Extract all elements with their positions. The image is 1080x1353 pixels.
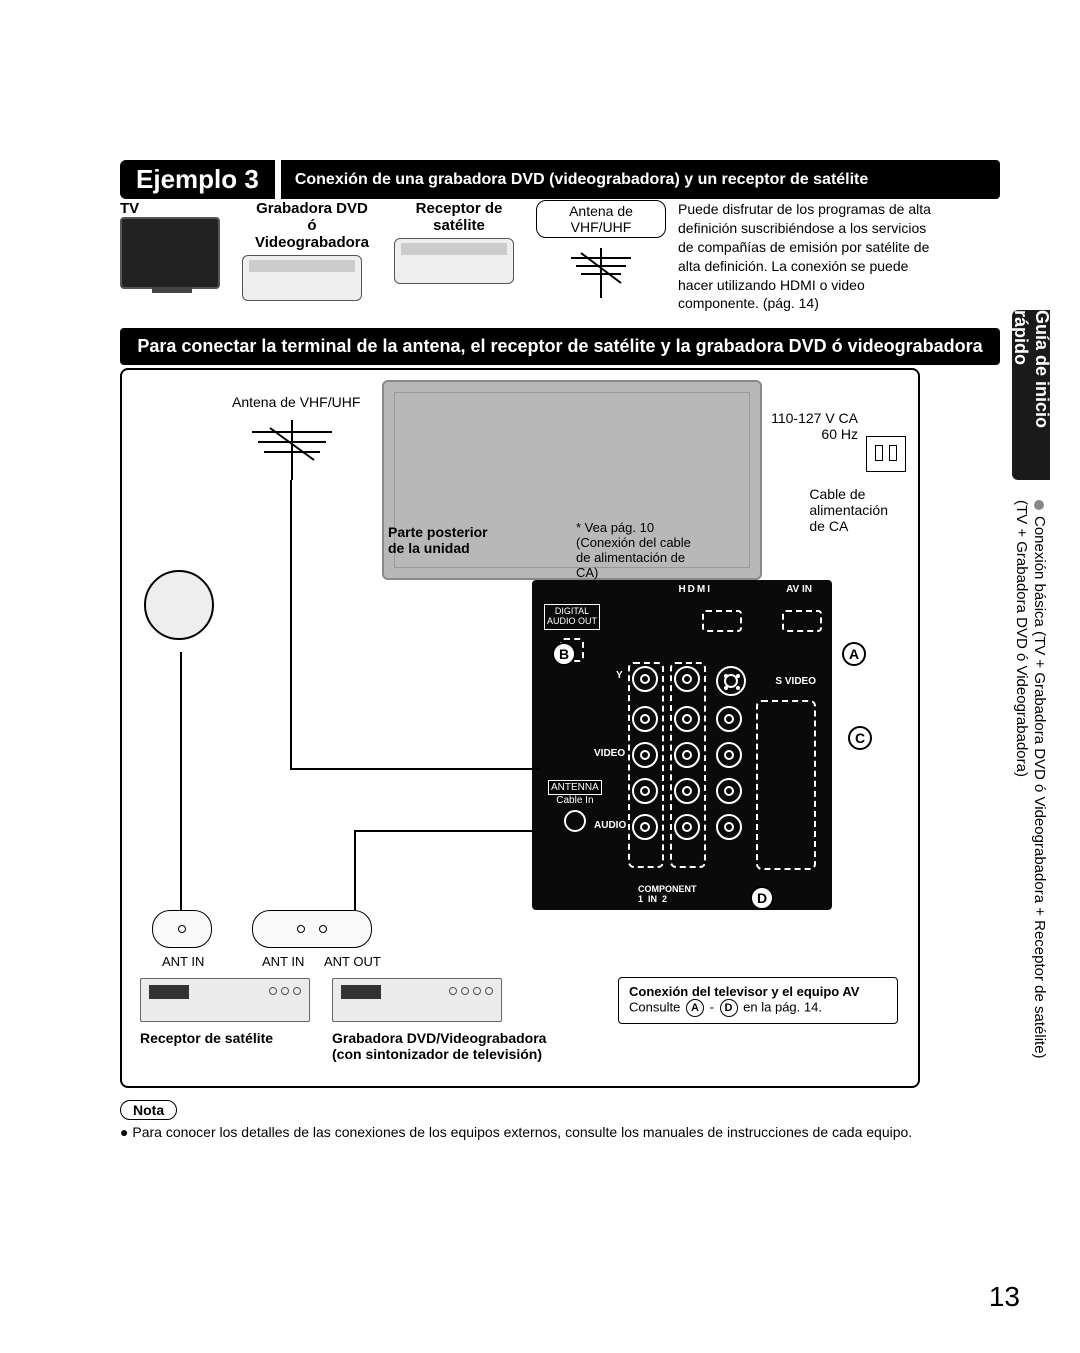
- component2-group: [670, 662, 706, 868]
- overview-row: TV Grabadora DVD ó Videograbadora Recept…: [120, 200, 1000, 320]
- power-freq: 60 Hz: [821, 426, 858, 442]
- diagram-antenna-label: Antena de VHF/UHF: [232, 394, 360, 410]
- recorder-label-2: ó: [242, 217, 382, 234]
- antin-label-2: ANT IN: [262, 954, 304, 969]
- power-cable-label: Cable de alimentación de CA: [809, 486, 888, 534]
- side-tab: Guía de inicio rápido: [1012, 310, 1050, 480]
- dvd-vcr-caption: Grabadora DVD/Videograbadora(con sintoni…: [332, 1030, 546, 1062]
- connection-diagram: Antena de VHF/UHF 110-127 V CA 60 Hz Cab…: [120, 368, 920, 1088]
- recorder-label-3: Videograbadora: [242, 234, 382, 251]
- page-number: 13: [989, 1281, 1020, 1313]
- svideo-label: S VIDEO: [775, 676, 816, 687]
- example-title: Conexión de una grabadora DVD (videograb…: [281, 160, 1000, 199]
- power-outlet-icon: [866, 436, 906, 472]
- tv-label: TV: [120, 200, 230, 217]
- marker-B: B: [552, 642, 576, 666]
- side-breadcrumb: Conexión básica (TV + Grabadora DVD ó Vi…: [1014, 500, 1048, 1140]
- av-connection-box: Conexión del televisor y el equipo AV Co…: [618, 977, 898, 1024]
- satellite-receiver-device: [140, 978, 310, 1022]
- component1-group: [628, 662, 664, 868]
- dvd-vcr-device: [332, 978, 502, 1022]
- marker-A: A: [842, 642, 866, 666]
- av-box-text: Consulte A - D en la pág. 14.: [629, 999, 887, 1017]
- example-header: Ejemplo 3 Conexión de una grabadora DVD …: [120, 160, 1000, 199]
- digital-audio-out-label: DIGITAL AUDIO OUT: [544, 604, 600, 630]
- hdmi-label: HDMI: [678, 584, 712, 595]
- receiver-label-2: satélite: [394, 217, 524, 234]
- avin-group: [756, 700, 816, 870]
- antenna-label: Antena de VHF/UHF: [536, 200, 666, 238]
- note-item: Para conocer los detalles de las conexio…: [120, 1124, 930, 1140]
- antin-splitter-2: [252, 910, 372, 948]
- receiver-label-1: Receptor de: [394, 200, 524, 217]
- antin-label-1: ANT IN: [162, 954, 204, 969]
- av-box-title: Conexión del televisor y el equipo AV: [629, 984, 887, 999]
- power-voltage: 110-127 V CA: [771, 410, 858, 426]
- tv-input-panel: HDMI AV IN DIGITAL AUDIO OUT Y S VIDEO V…: [532, 580, 832, 910]
- marker-D: D: [750, 886, 774, 910]
- avin-label: AV IN: [786, 584, 812, 595]
- antout-label: ANT OUT: [324, 954, 381, 969]
- hdmi2-port: [782, 610, 822, 632]
- antenna-cable-in: ANTENNA Cable In: [548, 780, 602, 836]
- overview-description: Puede disfrutar de los programas de alta…: [678, 200, 938, 313]
- antenna-icon: [561, 238, 641, 298]
- diagram-antenna-icon: [242, 410, 342, 480]
- connection-banner: Para conectar la terminal de la antena, …: [120, 328, 1000, 365]
- video-label: VIDEO: [594, 748, 625, 759]
- satellite-receiver-icon: [394, 238, 514, 284]
- recorder-label-1: Grabadora DVD: [242, 200, 382, 217]
- example-number: Ejemplo 3: [120, 160, 275, 199]
- y-label: Y: [616, 670, 623, 681]
- antin-splitter-1: [152, 910, 212, 948]
- marker-C: C: [848, 726, 872, 750]
- satellite-dish-icon: [144, 570, 224, 650]
- note-label: Nota: [120, 1100, 177, 1120]
- component-label: COMPONENT 1 IN 2: [638, 884, 697, 904]
- see-page-note: * Vea pág. 10 (Conexión del cable de ali…: [576, 520, 691, 580]
- sat-receiver-caption: Receptor de satélite: [140, 1030, 273, 1046]
- power-spec: 110-127 V CA 60 Hz: [771, 410, 858, 442]
- tv-icon: [120, 217, 220, 289]
- note-section: Nota Para conocer los detalles de las co…: [120, 1100, 930, 1140]
- recorder-icon: [242, 255, 362, 301]
- back-unit-label: Parte posteriorde la unidad: [388, 524, 488, 556]
- hdmi1-port: [702, 610, 742, 632]
